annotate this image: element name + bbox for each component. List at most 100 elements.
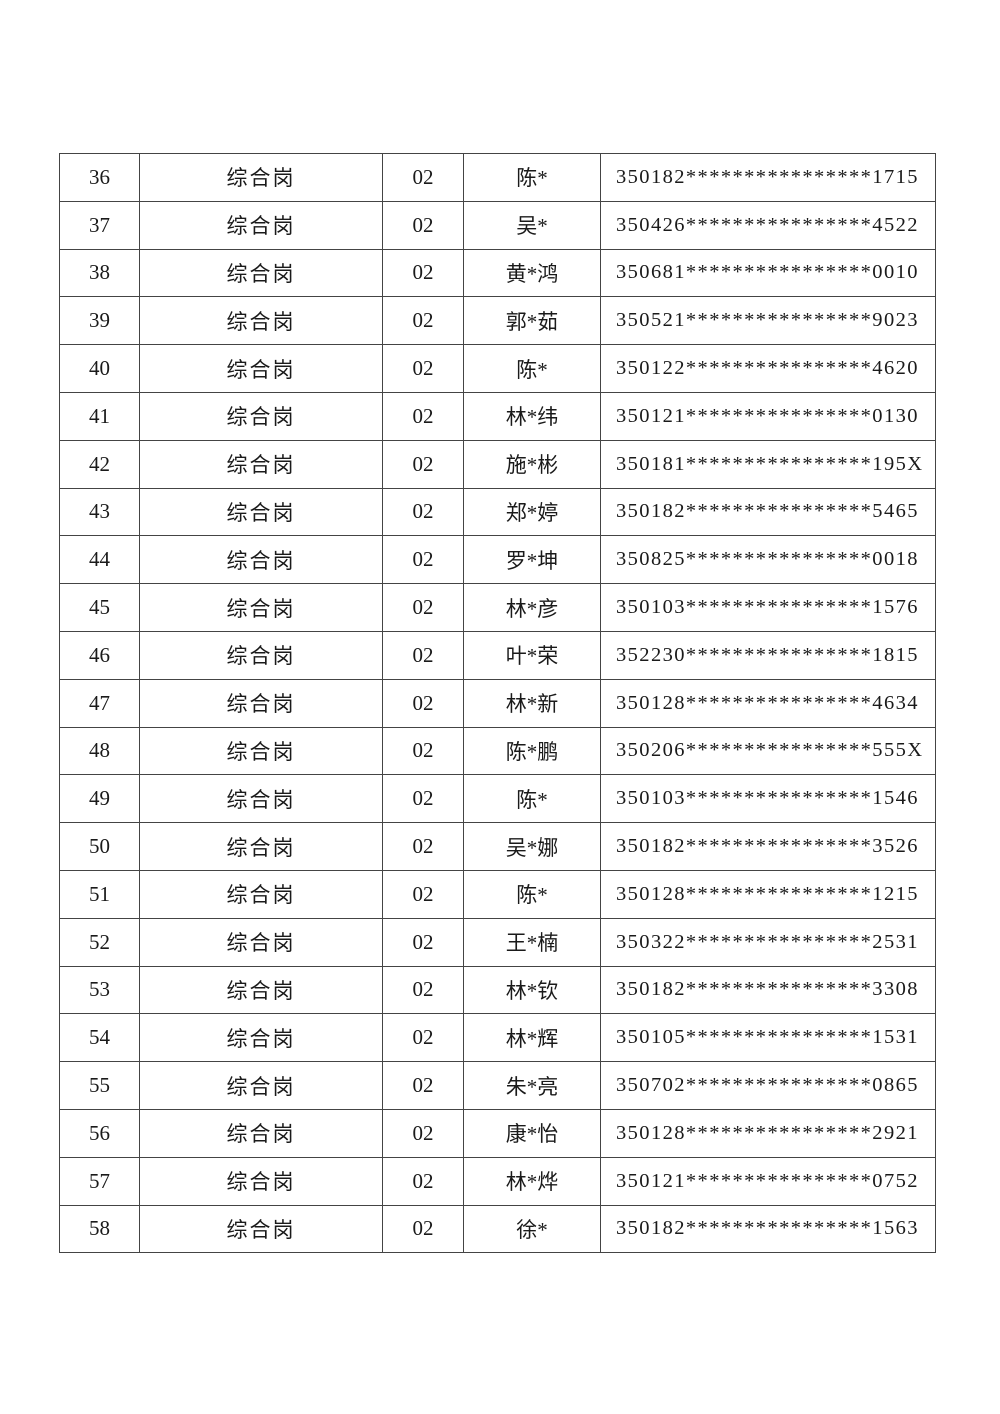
code-cell: 02 — [382, 344, 464, 393]
code-cell: 02 — [382, 1156, 464, 1206]
row-number: 52 — [59, 917, 140, 967]
post-cell: 综合岗 — [139, 296, 383, 346]
id-number-cell: 350702****************0865 — [600, 1061, 936, 1110]
name-cell: 黄*鸿 — [463, 248, 601, 298]
id-number-cell: 350521****************9023 — [600, 296, 936, 346]
post-cell: 综合岗 — [139, 200, 383, 250]
code-cell: 02 — [382, 200, 464, 250]
code-cell: 02 — [382, 583, 464, 632]
name-cell: 陈* — [463, 869, 601, 919]
code-cell: 02 — [382, 487, 464, 537]
id-number-cell: 350103****************1576 — [600, 583, 936, 632]
table-row: 41 综合岗 02 林*纬 350121****************0130 — [59, 391, 936, 441]
code-cell: 02 — [382, 869, 464, 919]
post-cell: 综合岗 — [139, 917, 383, 967]
table-row: 45 综合岗 02 林*彦 350103****************1576 — [59, 583, 936, 632]
post-cell: 综合岗 — [139, 726, 383, 776]
id-number-cell: 350121****************0752 — [600, 1156, 936, 1206]
id-number-cell: 350128****************1215 — [600, 869, 936, 919]
post-cell: 综合岗 — [139, 1108, 383, 1158]
code-cell: 02 — [382, 822, 464, 871]
id-number-cell: 350181****************195X — [600, 439, 936, 489]
row-number: 50 — [59, 822, 140, 871]
post-cell: 综合岗 — [139, 391, 383, 441]
code-cell: 02 — [382, 1013, 464, 1063]
code-cell: 02 — [382, 678, 464, 728]
post-cell: 综合岗 — [139, 1204, 383, 1254]
code-cell: 02 — [382, 391, 464, 441]
table-row: 36 综合岗 02 陈* 350182****************1715 — [59, 153, 936, 202]
table-row: 43 综合岗 02 郑*婷 350182****************5465 — [59, 487, 936, 537]
code-cell: 02 — [382, 774, 464, 824]
row-number: 49 — [59, 774, 140, 824]
table-row: 40 综合岗 02 陈* 350122****************4620 — [59, 344, 936, 393]
name-cell: 施*彬 — [463, 439, 601, 489]
id-number-cell: 350103****************1546 — [600, 774, 936, 824]
name-cell: 罗*坤 — [463, 535, 601, 585]
table-row: 39 综合岗 02 郭*茹 350521****************9023 — [59, 296, 936, 346]
table-row: 51 综合岗 02 陈* 350128****************1215 — [59, 869, 936, 919]
row-number: 41 — [59, 391, 140, 441]
name-cell: 徐* — [463, 1204, 601, 1254]
name-cell: 林*彦 — [463, 583, 601, 632]
table-body: 36 综合岗 02 陈* 350182****************1715 37 综合岗… — [59, 153, 936, 1254]
table-row: 50 综合岗 02 吴*娜 350182****************3526 — [59, 822, 936, 871]
table-row: 48 综合岗 02 陈*鹏 350206****************555X — [59, 726, 936, 776]
name-cell: 康*怡 — [463, 1108, 601, 1158]
post-cell: 综合岗 — [139, 965, 383, 1015]
row-number: 42 — [59, 439, 140, 489]
id-number-cell: 350128****************4634 — [600, 678, 936, 728]
name-cell: 林*辉 — [463, 1013, 601, 1063]
table-row: 37 综合岗 02 吴* 350426****************4522 — [59, 200, 936, 250]
id-number-cell: 350182****************3526 — [600, 822, 936, 871]
row-number: 58 — [59, 1204, 140, 1254]
name-cell: 陈* — [463, 153, 601, 202]
table-row: 44 综合岗 02 罗*坤 350825****************0018 — [59, 535, 936, 585]
post-cell: 综合岗 — [139, 678, 383, 728]
code-cell: 02 — [382, 1108, 464, 1158]
id-number-cell: 350182****************1715 — [600, 153, 936, 202]
table-row: 47 综合岗 02 林*新 350128****************4634 — [59, 678, 936, 728]
post-cell: 综合岗 — [139, 1156, 383, 1206]
id-number-cell: 350206****************555X — [600, 726, 936, 776]
name-cell: 陈*鹏 — [463, 726, 601, 776]
code-cell: 02 — [382, 248, 464, 298]
name-cell: 叶*荣 — [463, 630, 601, 680]
table-row: 58 综合岗 02 徐* 350182****************1563 — [59, 1204, 936, 1254]
id-number-cell: 352230****************1815 — [600, 630, 936, 680]
code-cell: 02 — [382, 630, 464, 680]
row-number: 38 — [59, 248, 140, 298]
table-row: 57 综合岗 02 林*烨 350121****************0752 — [59, 1156, 936, 1206]
code-cell: 02 — [382, 153, 464, 202]
post-cell: 综合岗 — [139, 1061, 383, 1110]
name-cell: 郑*婷 — [463, 487, 601, 537]
post-cell: 综合岗 — [139, 774, 383, 824]
id-number-cell: 350426****************4522 — [600, 200, 936, 250]
name-cell: 王*楠 — [463, 917, 601, 967]
name-cell: 郭*茹 — [463, 296, 601, 346]
code-cell: 02 — [382, 296, 464, 346]
table-row: 49 综合岗 02 陈* 350103****************1546 — [59, 774, 936, 824]
table-row: 56 综合岗 02 康*怡 350128****************2921 — [59, 1108, 936, 1158]
row-number: 39 — [59, 296, 140, 346]
code-cell: 02 — [382, 1204, 464, 1254]
row-number: 45 — [59, 583, 140, 632]
code-cell: 02 — [382, 965, 464, 1015]
name-cell: 吴* — [463, 200, 601, 250]
table-row: 52 综合岗 02 王*楠 350322****************2531 — [59, 917, 936, 967]
id-number-cell: 350182****************3308 — [600, 965, 936, 1015]
row-number: 56 — [59, 1108, 140, 1158]
code-cell: 02 — [382, 1061, 464, 1110]
row-number: 57 — [59, 1156, 140, 1206]
row-number: 37 — [59, 200, 140, 250]
name-cell: 林*新 — [463, 678, 601, 728]
row-number: 54 — [59, 1013, 140, 1063]
post-cell: 综合岗 — [139, 630, 383, 680]
post-cell: 综合岗 — [139, 1013, 383, 1063]
row-number: 36 — [59, 153, 140, 202]
table-row: 46 综合岗 02 叶*荣 352230****************1815 — [59, 630, 936, 680]
row-number: 48 — [59, 726, 140, 776]
row-number: 51 — [59, 869, 140, 919]
id-number-cell: 350121****************0130 — [600, 391, 936, 441]
post-cell: 综合岗 — [139, 869, 383, 919]
